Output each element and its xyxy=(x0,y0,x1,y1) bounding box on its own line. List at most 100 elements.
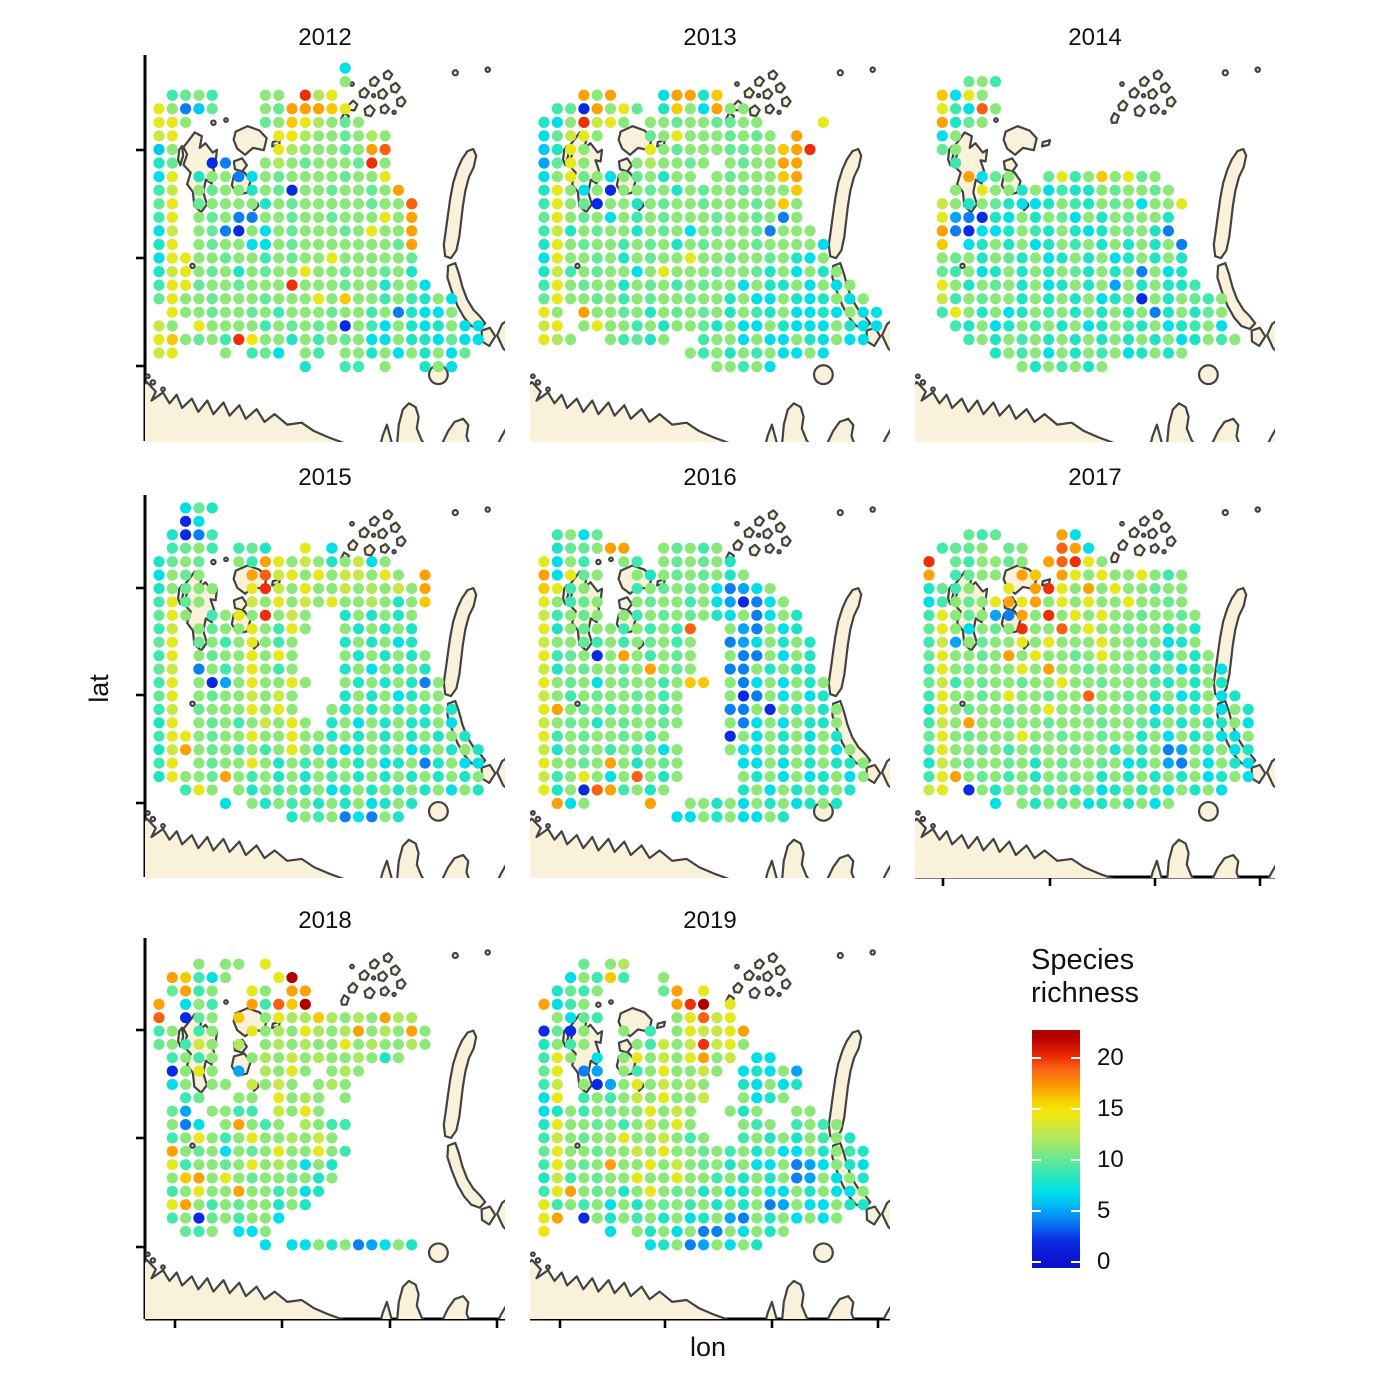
station-dot xyxy=(1056,623,1068,635)
station-dot xyxy=(711,333,723,346)
station-dot xyxy=(352,650,365,662)
station-dot xyxy=(193,757,205,769)
fjl-3 xyxy=(1128,86,1140,99)
station-dot xyxy=(259,320,271,332)
station-dot xyxy=(698,293,710,305)
station-dot xyxy=(339,306,351,318)
station-dot xyxy=(671,238,683,251)
station-dot xyxy=(791,1185,803,1197)
station-dot xyxy=(219,1199,232,1211)
station-dot xyxy=(804,306,816,318)
coast-islet-3 xyxy=(915,810,921,816)
station-dot xyxy=(1176,293,1188,305)
station-dot xyxy=(326,170,338,183)
station-dot xyxy=(299,1025,311,1037)
station-dot xyxy=(618,198,630,210)
station-dot xyxy=(817,306,829,318)
station-dot xyxy=(578,279,590,291)
station-dot xyxy=(711,1199,723,1211)
station-dot xyxy=(1003,582,1015,595)
station-dot xyxy=(1069,609,1081,621)
station-dot xyxy=(1136,320,1148,332)
station-dot xyxy=(976,609,988,621)
station-dot xyxy=(206,1225,218,1237)
station-dot xyxy=(764,744,776,756)
station-dot xyxy=(950,320,962,332)
station-dot xyxy=(193,529,205,541)
station-dot xyxy=(233,225,245,237)
station-dot xyxy=(379,703,391,715)
station-dot xyxy=(658,293,670,305)
station-dot xyxy=(658,569,670,581)
station-dot xyxy=(737,676,750,689)
station-dot xyxy=(777,211,789,223)
station-dot xyxy=(1043,225,1055,237)
station-dot xyxy=(233,542,245,554)
station-dot xyxy=(339,360,351,373)
station-dot xyxy=(1162,569,1174,581)
station-dot xyxy=(379,757,391,769)
station-dot xyxy=(976,757,988,769)
station-dot xyxy=(459,333,471,346)
station-dot xyxy=(618,1052,630,1064)
fjl-10 xyxy=(379,103,391,115)
station-dots-layer xyxy=(153,958,431,1251)
vize-island xyxy=(484,949,491,956)
station-dot xyxy=(684,252,696,264)
station-dot xyxy=(923,757,935,769)
station-dot xyxy=(379,636,391,648)
station-dot xyxy=(831,1145,843,1157)
station-dot xyxy=(313,770,325,783)
station-dot xyxy=(193,582,205,595)
station-dot xyxy=(950,89,962,101)
station-dot xyxy=(538,1185,550,1197)
station-dot xyxy=(286,623,298,635)
station-dot xyxy=(857,1199,869,1211)
station-dot xyxy=(166,225,178,237)
station-dot xyxy=(804,1185,816,1197)
station-dot xyxy=(233,1225,245,1237)
station-dot xyxy=(1069,170,1081,183)
station-dot xyxy=(246,293,258,305)
station-dot xyxy=(698,143,710,156)
station-dot xyxy=(1136,623,1148,635)
station-dot xyxy=(206,663,218,675)
station-dot xyxy=(153,690,165,702)
station-dot xyxy=(1083,676,1095,689)
station-dot xyxy=(724,279,736,291)
station-dot xyxy=(963,663,975,675)
station-dot xyxy=(1083,650,1095,662)
station-dot xyxy=(711,556,723,568)
station-dot xyxy=(963,211,975,223)
station-dot xyxy=(1029,333,1041,346)
station-dot xyxy=(392,770,404,783)
station-dot xyxy=(724,130,736,142)
station-dot xyxy=(751,1105,763,1117)
station-dot xyxy=(1096,279,1108,291)
station-dot xyxy=(246,184,258,196)
station-dot xyxy=(153,556,165,568)
station-dot xyxy=(578,596,590,608)
station-dot xyxy=(1029,730,1041,742)
station-dot xyxy=(777,636,789,648)
station-dot xyxy=(1122,797,1135,809)
station-dot xyxy=(1162,306,1174,318)
station-dot xyxy=(1189,744,1201,756)
station-dot xyxy=(1069,529,1081,541)
station-dot xyxy=(817,320,829,332)
station-dot xyxy=(565,703,577,715)
station-dot xyxy=(737,569,750,581)
station-dot xyxy=(406,636,418,648)
station-dot xyxy=(1016,238,1028,251)
station-dot xyxy=(591,985,603,997)
station-dot xyxy=(1043,690,1055,702)
station-dot xyxy=(658,89,670,101)
station-dot xyxy=(406,703,418,715)
station-dot xyxy=(604,1199,617,1211)
station-dot xyxy=(698,238,710,251)
station-dot xyxy=(551,1185,563,1197)
station-dot xyxy=(684,265,696,278)
station-dot xyxy=(352,198,365,210)
station-dot xyxy=(392,252,404,264)
station-dot xyxy=(1136,170,1148,183)
